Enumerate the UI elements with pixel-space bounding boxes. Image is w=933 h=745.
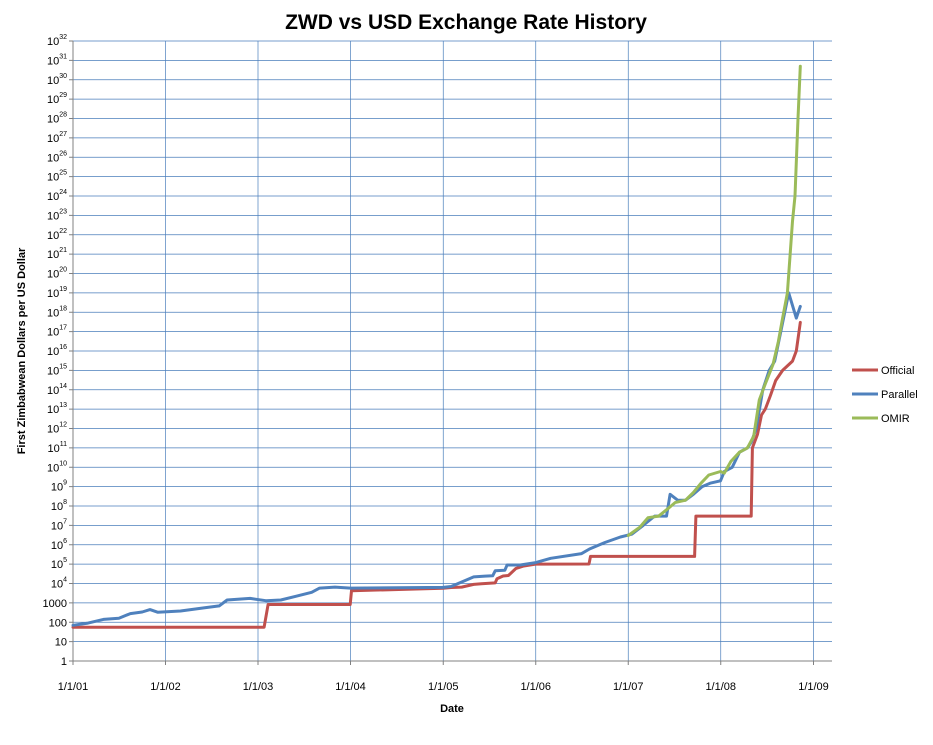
y-tick-label: 1018 bbox=[47, 305, 67, 319]
legend-label-parallel: Parallel bbox=[881, 389, 918, 401]
x-tick-label: 1/1/08 bbox=[705, 681, 736, 693]
y-tick-label: 1024 bbox=[47, 189, 67, 203]
y-tick-labels: 1 10 100 1000 104 105 106 107 108 109 1010 1011 1012… bbox=[43, 34, 68, 668]
y-tick-label: 1027 bbox=[47, 131, 67, 145]
y-tick-label: 1031 bbox=[47, 53, 67, 67]
y-tick-label: 10 bbox=[55, 637, 67, 649]
y-tick-label: 1015 bbox=[47, 363, 67, 377]
x-axis-label: Date bbox=[440, 703, 464, 715]
x-tick-label: 1/1/05 bbox=[428, 681, 459, 693]
y-tick-label: 1014 bbox=[47, 383, 67, 397]
y-tick-label: 1023 bbox=[47, 208, 67, 222]
y-tick-label: 100 bbox=[49, 617, 67, 629]
x-tick-label: 1/1/07 bbox=[613, 681, 644, 693]
x-tick-label: 1/1/01 bbox=[58, 681, 89, 693]
y-tick-label: 1025 bbox=[47, 170, 67, 184]
y-tick-label: 1013 bbox=[47, 402, 67, 416]
y-tick-label: 1026 bbox=[47, 150, 67, 164]
y-tick-label: 1010 bbox=[47, 460, 67, 474]
y-tick-label: 1029 bbox=[47, 92, 67, 106]
legend-label-official: Official bbox=[881, 365, 914, 377]
y-tick-label: 1022 bbox=[47, 228, 67, 242]
x-tick-label: 1/1/09 bbox=[798, 681, 829, 693]
x-tick-label: 1/1/02 bbox=[150, 681, 181, 693]
x-tick-label: 1/1/03 bbox=[243, 681, 274, 693]
axes bbox=[69, 40, 832, 665]
x-tick-label: 1/1/04 bbox=[335, 681, 366, 693]
y-tick-label: 107 bbox=[51, 518, 67, 532]
y-tick-label: 1016 bbox=[47, 344, 67, 358]
legend: Official Parallel OMIR bbox=[852, 365, 918, 425]
y-tick-label: 1032 bbox=[47, 34, 67, 48]
legend-label-omir: OMIR bbox=[881, 413, 910, 425]
series-line-omir bbox=[626, 64, 802, 537]
y-tick-label: 1000 bbox=[43, 598, 67, 610]
x-tick-label: 1/1/06 bbox=[520, 681, 551, 693]
y-tick-label: 106 bbox=[51, 538, 67, 552]
x-tick-labels: 1/1/01 1/1/02 1/1/03 1/1/04 1/1/05 1/1/06 1/1/… bbox=[58, 681, 829, 693]
y-tick-label: 104 bbox=[51, 577, 67, 591]
y-tick-label: 1030 bbox=[47, 73, 67, 87]
chart-title: ZWD vs USD Exchange Rate History bbox=[285, 11, 647, 34]
series-lines bbox=[71, 64, 802, 629]
y-tick-label: 1019 bbox=[47, 286, 67, 300]
y-tick-label: 1020 bbox=[47, 267, 67, 281]
y-tick-label: 108 bbox=[51, 499, 67, 513]
y-tick-label: 1012 bbox=[47, 422, 67, 436]
y-tick-label: 1028 bbox=[47, 112, 67, 126]
y-tick-label: 1017 bbox=[47, 325, 67, 339]
y-tick-label: 109 bbox=[51, 480, 67, 494]
y-tick-label: 1011 bbox=[47, 441, 67, 455]
y-tick-label: 1021 bbox=[47, 247, 67, 261]
y-tick-label: 105 bbox=[51, 557, 67, 571]
y-tick-label: 1 bbox=[61, 656, 67, 668]
y-axis-label: First Zimbabwean Dollars per US Dollar bbox=[16, 247, 28, 454]
gridlines bbox=[73, 40, 832, 661]
